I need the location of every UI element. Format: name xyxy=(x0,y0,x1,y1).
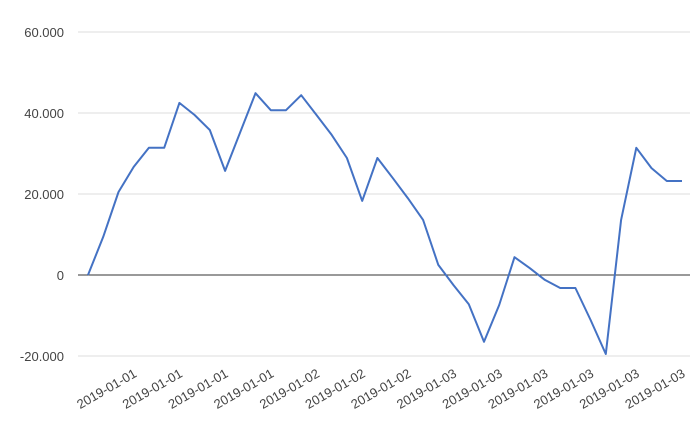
line xyxy=(87,92,682,355)
y-tick-label: 0 xyxy=(57,268,64,283)
y-tick-label: 60.000 xyxy=(24,25,64,40)
y-tick-label: 40.000 xyxy=(24,106,64,121)
y-tick-label: -20.000 xyxy=(20,349,64,364)
y-tick-label: 20.000 xyxy=(24,187,64,202)
